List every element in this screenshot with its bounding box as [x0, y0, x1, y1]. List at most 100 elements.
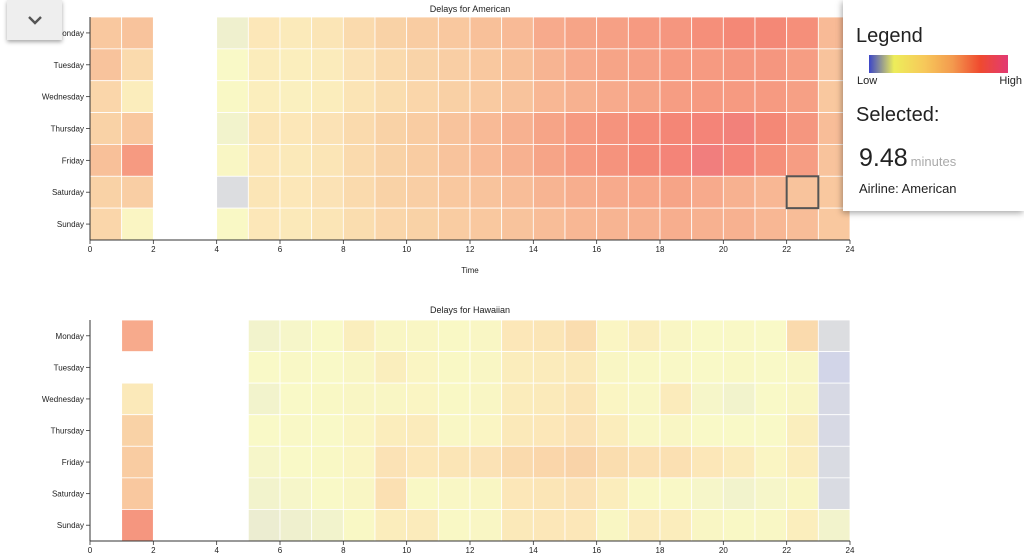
heatmap-cell [627, 144, 661, 177]
heatmap-cell [342, 175, 376, 209]
heatmap-cell [817, 382, 851, 416]
x-tick-label: 18 [656, 546, 665, 555]
heatmap-cell [532, 80, 566, 113]
heatmap-cell [437, 319, 471, 352]
heatmap-cell [564, 112, 598, 145]
heatmap-cell [437, 175, 471, 209]
heatmap-cell [596, 207, 629, 241]
x-tick-label: 24 [846, 245, 855, 254]
heatmap-cell [89, 175, 123, 209]
heatmap-cell [564, 414, 598, 447]
x-tick-label: 16 [592, 245, 601, 254]
heatmap-cell [121, 144, 154, 177]
heatmap-cell [437, 382, 471, 416]
heatmap-cell [564, 445, 598, 479]
heatmap-cell [532, 144, 566, 177]
heatmap-cell [786, 80, 819, 113]
heatmap-cell [722, 382, 756, 416]
heatmap-cell [247, 382, 281, 416]
heatmap-cell [311, 48, 344, 82]
heatmap-cell [501, 80, 534, 113]
heatmap-cell [596, 16, 629, 50]
heatmap-cell [501, 382, 534, 416]
heatmap-cell [627, 445, 661, 479]
heatmap-cell [817, 414, 851, 447]
heatmap-cell [469, 48, 503, 82]
heatmap-cell [89, 48, 123, 82]
heatmap-cell [754, 80, 788, 113]
heatmap-cell [786, 445, 819, 479]
heatmap-cell [532, 445, 566, 479]
heatmap-cell [722, 144, 756, 177]
y-tick-label: Sunday [57, 220, 84, 229]
heatmap-cell [659, 16, 693, 50]
heatmap-cell [532, 319, 566, 352]
y-tick-label: Monday [56, 332, 84, 341]
heatmap-cell [564, 207, 598, 241]
heatmap-cell [659, 445, 693, 479]
heatmap-cell [564, 80, 598, 113]
heatmap-cell [437, 351, 471, 384]
heatmap-cell [627, 509, 661, 542]
heatmap-cell [247, 319, 281, 352]
heatmap-cell [121, 319, 154, 352]
heatmap-cell [311, 80, 344, 113]
heatmap-cell [437, 80, 471, 113]
collapse-toggle-button[interactable] [7, 0, 62, 40]
heatmap-cell [216, 48, 249, 82]
heatmap-cell [279, 80, 313, 113]
heatmap-cell [311, 509, 344, 542]
heatmap-cell [247, 207, 281, 241]
heatmap-cell [722, 477, 756, 510]
heatmap-cell [659, 509, 693, 542]
heatmap-cell [627, 351, 661, 384]
heatmap-cell [564, 48, 598, 82]
heatmap-cell [437, 414, 471, 447]
heatmap-cell [311, 351, 344, 384]
heatmap-cell [786, 112, 819, 145]
heatmap-cell [406, 16, 439, 50]
heatmap-cell [279, 414, 313, 447]
heatmap-cell [469, 477, 503, 510]
x-tick-label: 22 [782, 546, 791, 555]
heatmap-cell [121, 80, 154, 113]
heatmap-cell [89, 144, 123, 177]
heatmap-cell [659, 414, 693, 447]
heatmap-cell [532, 48, 566, 82]
selected-label: Selected: [856, 104, 940, 126]
heatmap-cell [247, 445, 281, 479]
selected-value: 9.48 [859, 144, 908, 172]
heatmap-cell [501, 351, 534, 384]
heatmap-cell [406, 509, 439, 542]
heatmap-cell [564, 382, 598, 416]
heatmap-cell [596, 144, 629, 177]
heatmap-cell [596, 414, 629, 447]
heatmap-cell [469, 16, 503, 50]
heatmap-cell [596, 112, 629, 145]
heatmap-cell [342, 319, 376, 352]
heatmap-cell [501, 48, 534, 82]
heatmap-cell [532, 207, 566, 241]
heatmap-cell [532, 477, 566, 510]
heatmap-cell [596, 319, 629, 352]
heatmap-cell [121, 382, 154, 416]
heatmap-cell [596, 48, 629, 82]
heatmap-cell [691, 319, 724, 352]
heatmap-cell [532, 509, 566, 542]
heatmap-cell [216, 112, 249, 145]
heatmap-cell [659, 80, 693, 113]
heatmap-cell [406, 144, 439, 177]
heatmap-cell [754, 382, 788, 416]
heatmap-cell [279, 16, 313, 50]
heatmap-cell [311, 382, 344, 416]
heatmap-cell [374, 144, 408, 177]
x-tick-label: 16 [592, 546, 601, 555]
y-tick-label: Tuesday [54, 61, 84, 70]
heatmap-cell [406, 175, 439, 209]
heatmap-cell [374, 351, 408, 384]
heatmap-cell [754, 351, 788, 384]
heatmap-cell [564, 351, 598, 384]
heatmap-cell [691, 48, 724, 82]
heatmap-cell [532, 382, 566, 416]
heatmap-cell [437, 112, 471, 145]
